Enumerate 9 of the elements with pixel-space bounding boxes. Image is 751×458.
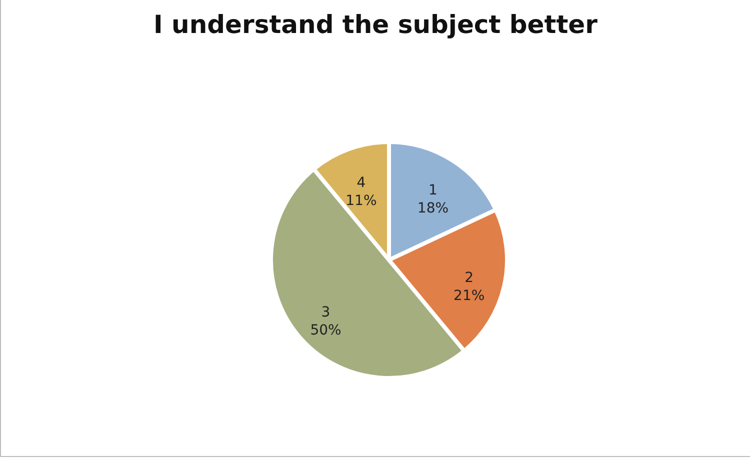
data-label: 50% (310, 322, 342, 338)
data-label: 18% (417, 200, 449, 217)
slice-label: 2 (464, 270, 474, 286)
slice-label: 4 (356, 174, 366, 191)
chart-title: I understand the subject better (154, 10, 598, 39)
slice-label: 1 (428, 182, 438, 199)
data-label: 21% (454, 288, 485, 304)
slice-label: 3 (321, 304, 330, 320)
data-label: 11% (346, 192, 377, 209)
